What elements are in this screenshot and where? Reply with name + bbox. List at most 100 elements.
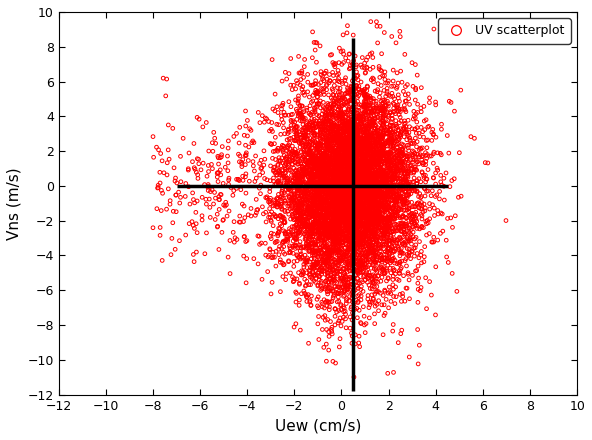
Point [358,183,368,190]
Point [373,215,382,222]
Point [351,211,361,218]
Point [342,183,352,190]
Point [385,168,394,175]
Point [335,151,345,158]
Point [349,176,358,183]
Point [350,153,360,160]
Point [314,169,324,176]
Point [361,201,371,208]
Point [396,194,406,201]
Point [325,148,334,155]
Point [358,177,367,184]
Point [309,125,318,132]
Point [352,127,361,134]
Point [287,227,296,234]
Point [362,151,372,158]
Point [361,109,371,116]
Point [352,191,362,198]
Point [324,194,333,202]
Point [364,123,374,130]
Point [342,202,352,209]
Point [393,182,403,189]
Point [318,161,327,168]
Point [336,197,345,204]
Point [363,242,372,249]
Point [332,229,342,236]
Point [319,216,329,223]
Point [361,231,371,238]
Point [371,176,380,183]
Point [332,130,341,137]
Point [390,202,399,209]
Point [360,214,369,221]
Point [372,232,381,239]
Point [224,176,233,183]
Point [330,187,339,194]
Point [319,174,329,181]
Point [311,77,320,84]
Point [312,204,321,211]
Point [390,198,399,205]
Point [340,120,349,127]
Point [332,177,341,184]
Point [381,249,390,256]
Point [276,157,285,164]
Point [333,156,343,163]
Point [377,147,386,154]
Point [276,170,286,177]
Point [318,225,327,232]
Point [175,199,185,206]
Point [329,158,339,165]
Point [300,189,310,196]
Point [381,230,390,237]
Point [279,119,288,126]
Point [362,202,371,209]
Point [330,194,340,201]
Point [362,175,371,182]
Point [385,125,395,132]
Point [346,195,356,202]
Point [284,249,294,257]
Point [340,178,349,185]
Point [397,150,407,157]
Point [292,192,302,199]
Point [332,152,341,159]
Point [326,145,336,152]
Point [338,192,348,199]
Point [334,98,344,105]
Point [360,138,369,145]
Point [395,108,405,115]
Point [285,157,294,164]
Point [323,182,333,189]
Point [334,194,343,201]
Point [351,219,361,226]
Point [287,118,296,125]
Point [331,147,340,154]
Point [375,199,384,206]
Point [370,214,379,221]
Point [366,221,375,228]
Point [397,160,407,167]
Point [320,209,329,216]
Point [308,173,317,180]
Point [332,258,341,265]
Point [413,138,422,145]
Point [319,115,329,122]
Point [333,298,342,305]
Point [352,207,361,214]
Point [358,229,367,236]
Point [325,256,334,263]
Point [310,202,320,209]
Point [166,251,176,258]
Point [395,261,404,268]
Point [333,219,342,226]
Point [351,211,361,218]
Point [345,183,355,190]
Point [356,186,365,193]
Point [278,215,288,222]
Point [269,148,278,155]
Point [312,220,321,227]
Point [346,202,356,209]
Point [340,219,350,226]
Point [378,143,388,150]
